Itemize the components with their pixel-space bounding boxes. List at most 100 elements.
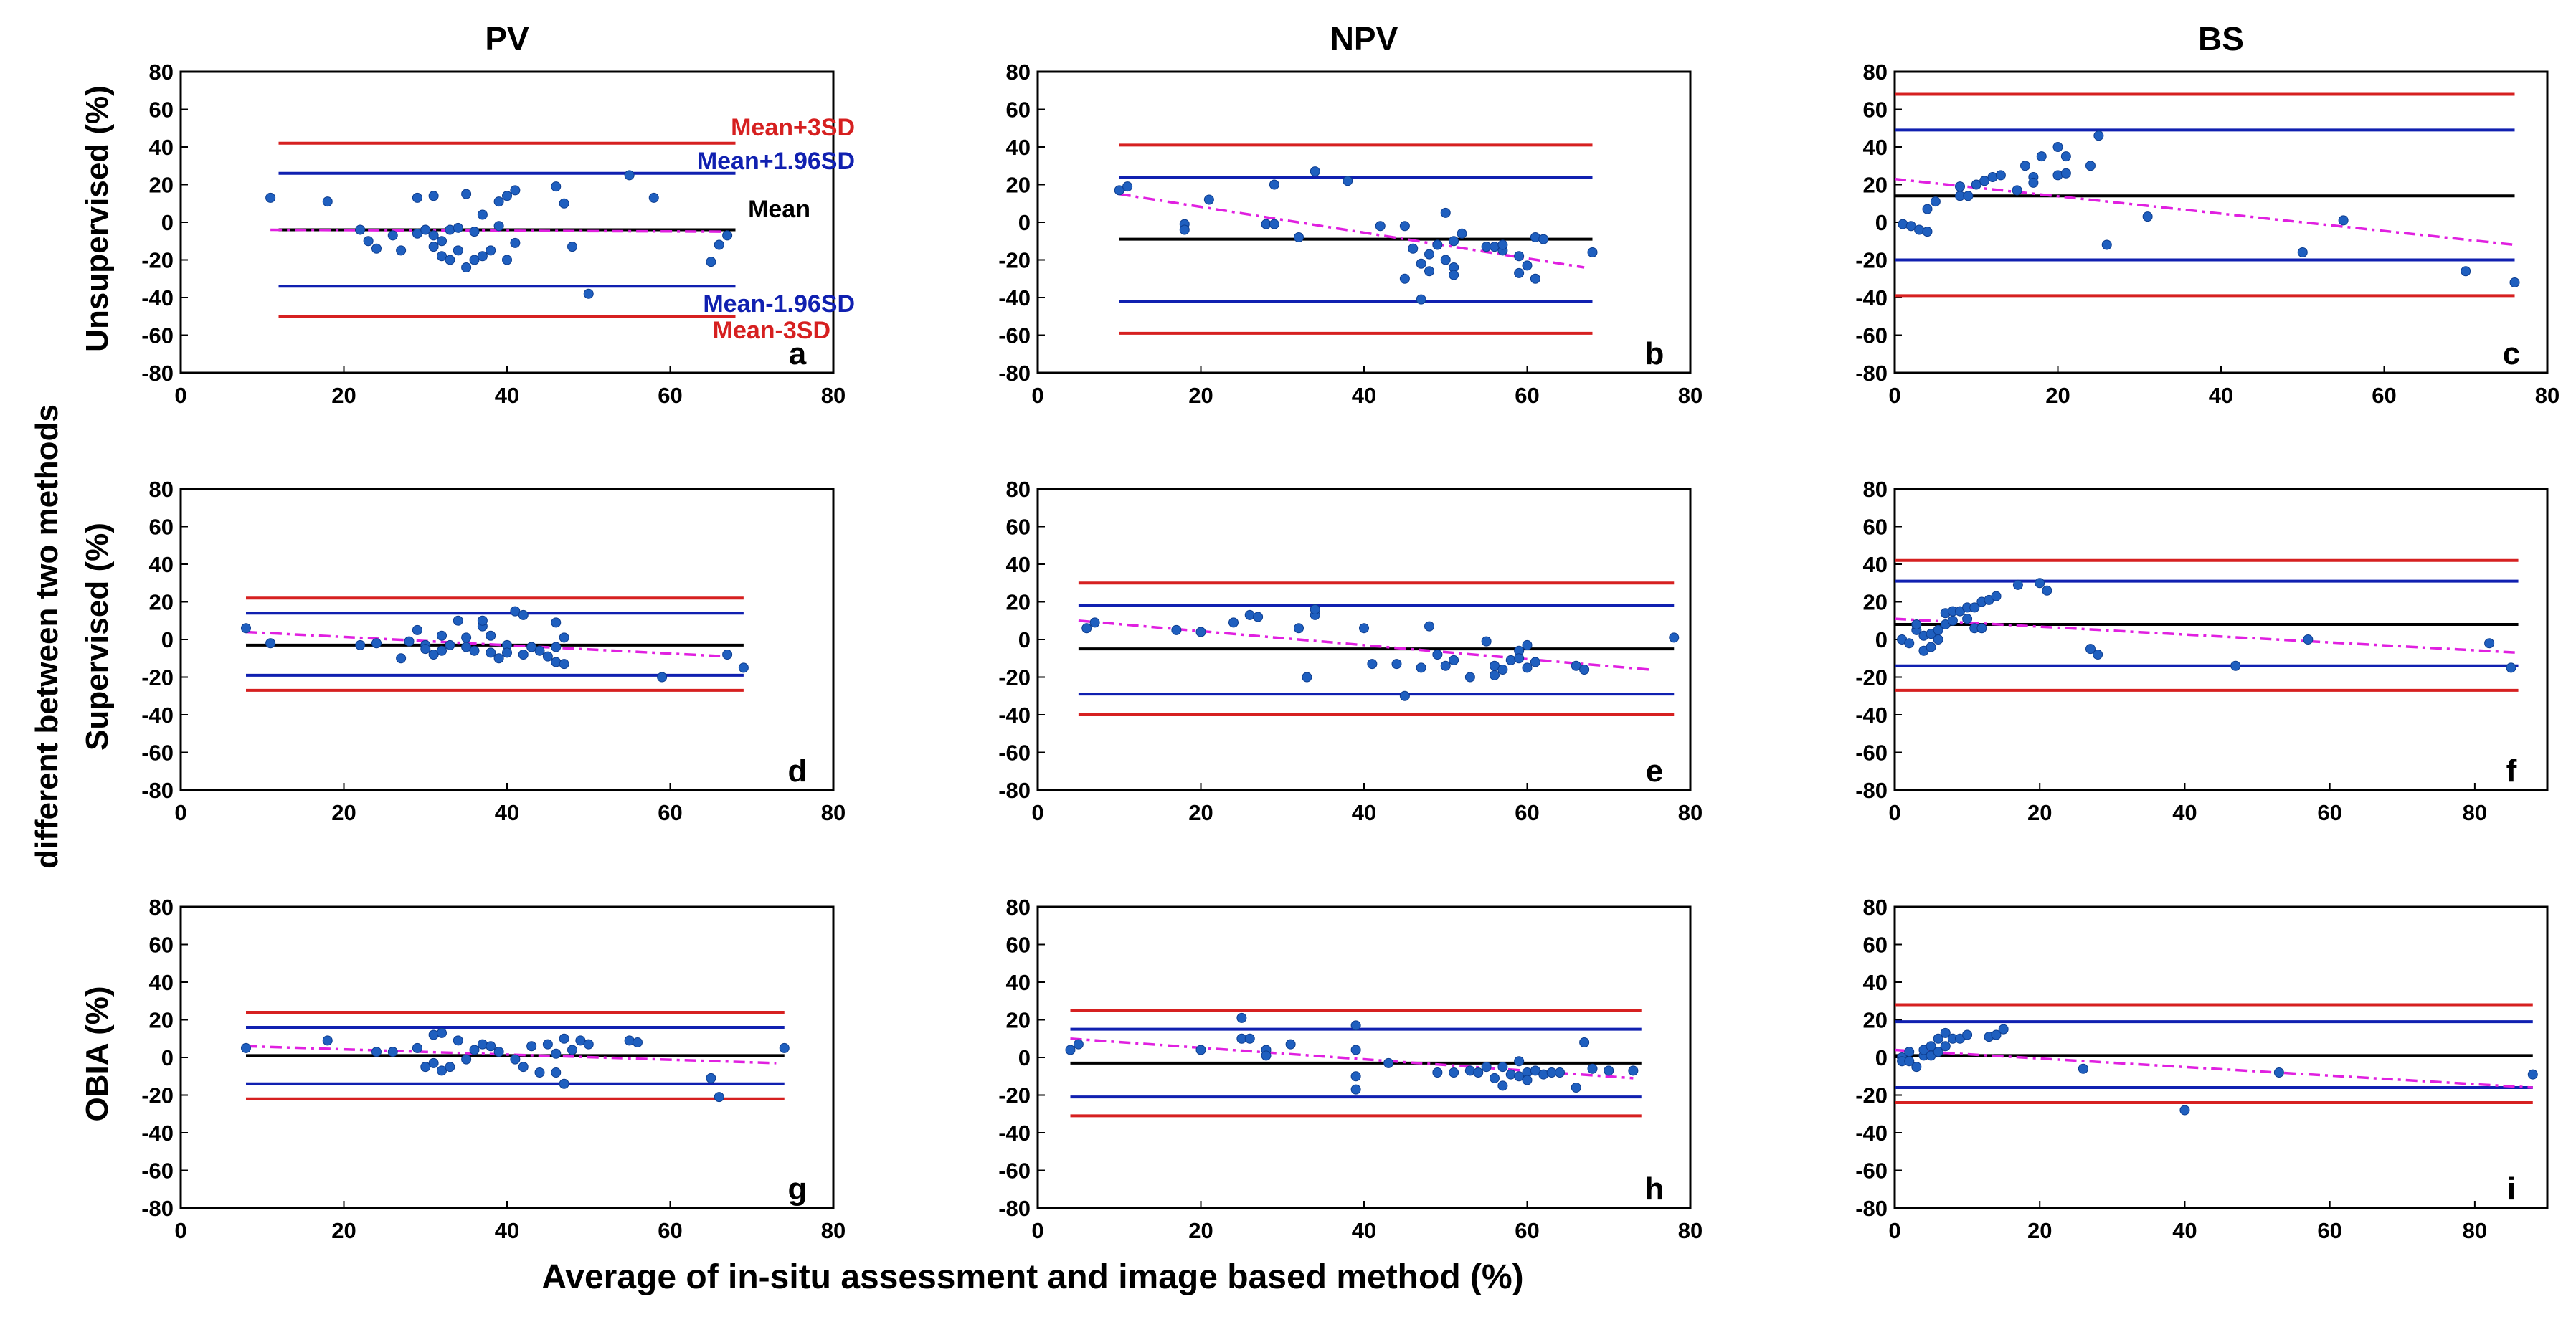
data-point bbox=[1359, 623, 1369, 634]
data-point bbox=[428, 1029, 439, 1040]
data-point bbox=[428, 191, 439, 201]
data-point bbox=[1522, 639, 1533, 650]
data-point bbox=[1449, 655, 1459, 665]
y-tick-label: 80 bbox=[149, 60, 174, 85]
data-point bbox=[510, 237, 521, 248]
data-point bbox=[738, 662, 749, 673]
data-point bbox=[493, 1047, 504, 1057]
data-point bbox=[1464, 672, 1475, 683]
x-tick-label: 60 bbox=[1515, 800, 1539, 825]
data-point bbox=[461, 189, 472, 199]
y-tick-label: 40 bbox=[1006, 552, 1031, 577]
data-point bbox=[404, 636, 415, 647]
data-point bbox=[1310, 604, 1320, 614]
data-point bbox=[1998, 1024, 2009, 1035]
data-point bbox=[396, 653, 407, 664]
data-point bbox=[1522, 662, 1533, 673]
data-point bbox=[1514, 1056, 1525, 1067]
data-point bbox=[469, 645, 480, 656]
data-point bbox=[445, 255, 455, 265]
y-tick-label: 80 bbox=[1863, 60, 1888, 85]
y-tick-label: 0 bbox=[1875, 210, 1888, 235]
x-tick-label: 0 bbox=[1888, 800, 1900, 825]
data-point bbox=[1497, 665, 1508, 675]
data-point bbox=[2142, 211, 2153, 222]
data-point bbox=[371, 243, 382, 254]
panel-letter: b bbox=[1645, 336, 1665, 371]
y-tick-label: -40 bbox=[998, 285, 1031, 310]
y-tick-label: -80 bbox=[141, 361, 174, 386]
data-point bbox=[469, 255, 480, 265]
data-point bbox=[542, 1039, 553, 1050]
data-point bbox=[355, 639, 366, 650]
data-point bbox=[575, 1035, 586, 1046]
data-point bbox=[2028, 177, 2039, 188]
data-point bbox=[1979, 176, 1990, 186]
regression-line bbox=[1119, 192, 1585, 269]
data-point bbox=[1604, 1065, 1614, 1076]
data-point bbox=[1253, 612, 1264, 622]
y-tick-label: -60 bbox=[141, 741, 174, 766]
panel-letter: i bbox=[2507, 1171, 2516, 1207]
data-point bbox=[420, 224, 431, 235]
data-point bbox=[510, 606, 521, 617]
data-point bbox=[1261, 1050, 1272, 1061]
data-point bbox=[2484, 638, 2495, 649]
data-point bbox=[265, 192, 276, 203]
x-tick-label: 20 bbox=[1188, 800, 1213, 825]
data-point bbox=[526, 642, 537, 652]
data-point bbox=[241, 1042, 251, 1053]
panel-letter: h bbox=[1645, 1171, 1665, 1207]
x-tick-label: 20 bbox=[2027, 800, 2052, 825]
regression-line bbox=[245, 1045, 777, 1065]
x-tick-label: 60 bbox=[658, 1218, 682, 1243]
data-point bbox=[714, 1092, 724, 1103]
data-point bbox=[1343, 176, 1353, 186]
data-point bbox=[1302, 672, 1312, 683]
data-point bbox=[1294, 623, 1304, 634]
legend-label-mean-plus-1.96sd: Mean+1.96SD bbox=[697, 148, 855, 175]
data-point bbox=[1904, 638, 1915, 649]
data-point bbox=[2506, 662, 2516, 673]
y-tick-label: -20 bbox=[998, 1083, 1031, 1108]
data-point bbox=[1424, 621, 1434, 632]
data-point bbox=[428, 650, 439, 660]
data-point bbox=[2461, 266, 2471, 277]
data-point bbox=[428, 230, 439, 241]
data-point bbox=[477, 209, 488, 220]
data-point bbox=[551, 181, 562, 192]
data-point bbox=[469, 1045, 480, 1055]
data-point bbox=[2012, 579, 2023, 590]
x-tick-label: 0 bbox=[1031, 800, 1043, 825]
data-point bbox=[559, 659, 569, 670]
row-label-unsupervised: Unsupervised (%) bbox=[80, 85, 115, 352]
y-tick-label: 0 bbox=[161, 210, 174, 235]
data-point bbox=[1440, 660, 1451, 671]
y-tick-label: 80 bbox=[1006, 477, 1031, 502]
column-title-pv: PV bbox=[485, 20, 529, 57]
data-point bbox=[1464, 1065, 1475, 1076]
x-tick-label: 60 bbox=[2317, 800, 2341, 825]
data-point bbox=[2230, 660, 2241, 671]
data-point bbox=[1571, 1083, 1581, 1093]
data-point bbox=[1930, 196, 1941, 207]
data-point bbox=[1933, 1047, 1943, 1057]
row-label-supervised: Supervised (%) bbox=[80, 523, 115, 751]
data-point bbox=[722, 230, 733, 241]
y-tick-label: -60 bbox=[141, 323, 174, 348]
data-point bbox=[1514, 251, 1525, 262]
data-point bbox=[493, 653, 504, 664]
data-point bbox=[706, 1073, 716, 1083]
x-tick-label: 60 bbox=[658, 383, 682, 408]
data-point bbox=[428, 1057, 439, 1068]
data-point bbox=[453, 245, 463, 256]
data-point bbox=[1073, 1039, 1084, 1050]
y-tick-label: 20 bbox=[1006, 590, 1031, 615]
data-point bbox=[779, 1042, 790, 1053]
data-point bbox=[1497, 239, 1508, 250]
column-title-bs: BS bbox=[2198, 20, 2244, 57]
data-point bbox=[355, 224, 366, 235]
data-point bbox=[1449, 1067, 1459, 1078]
